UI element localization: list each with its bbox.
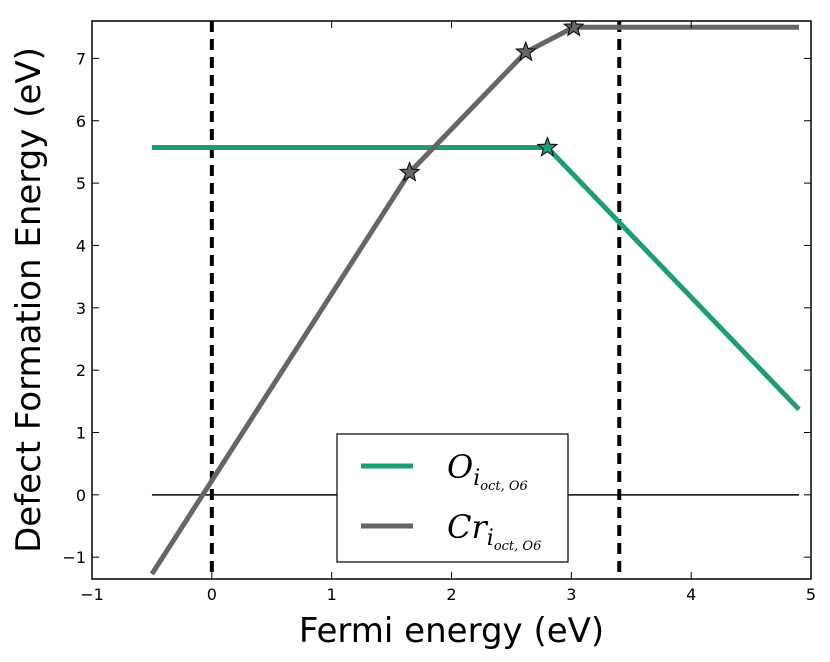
plot-area — [149, 21, 801, 579]
x-tick-label: 5 — [806, 585, 816, 604]
transition-star-1-0 — [398, 161, 421, 182]
y-tick-label: −1 — [62, 548, 86, 567]
x-tick-label: 2 — [446, 585, 456, 604]
y-tick-label: 0 — [76, 486, 86, 505]
legend-label-1: Crioct, O6 — [447, 508, 541, 554]
axes: −1 0 1 2 3 4 5 −1 0 1 2 3 4 5 6 7 Fermi energy (eV) Defec… — [9, 20, 816, 651]
legend-label-0: Oioct, O6 — [447, 448, 528, 494]
x-tick-label: 3 — [566, 585, 576, 604]
y-tick-label: 6 — [76, 112, 86, 131]
x-tick-label: −1 — [80, 585, 104, 604]
x-tick-label: 4 — [686, 585, 696, 604]
y-tick-label: 1 — [76, 423, 86, 442]
y-axis-label: Defect Formation Energy (eV) — [9, 47, 49, 553]
transition-star-1-2 — [562, 21, 585, 37]
series-line-0 — [151, 145, 801, 412]
y-tick-label: 2 — [76, 361, 86, 380]
y-tick-label: 3 — [76, 299, 86, 318]
legend-box — [336, 433, 569, 563]
y-tick-label: 5 — [76, 174, 86, 193]
transition-star-0-0 — [536, 136, 559, 157]
y-tick-label: 7 — [76, 49, 86, 68]
x-axis-label: Fermi energy (eV) — [299, 611, 604, 651]
x-tick-label: 1 — [327, 585, 337, 604]
x-tick-label: 0 — [207, 585, 217, 604]
y-tick-label: 4 — [76, 236, 86, 255]
transition-star-1-1 — [514, 40, 537, 62]
legend: Oioct, O6 Crioct, O6 — [336, 433, 569, 563]
